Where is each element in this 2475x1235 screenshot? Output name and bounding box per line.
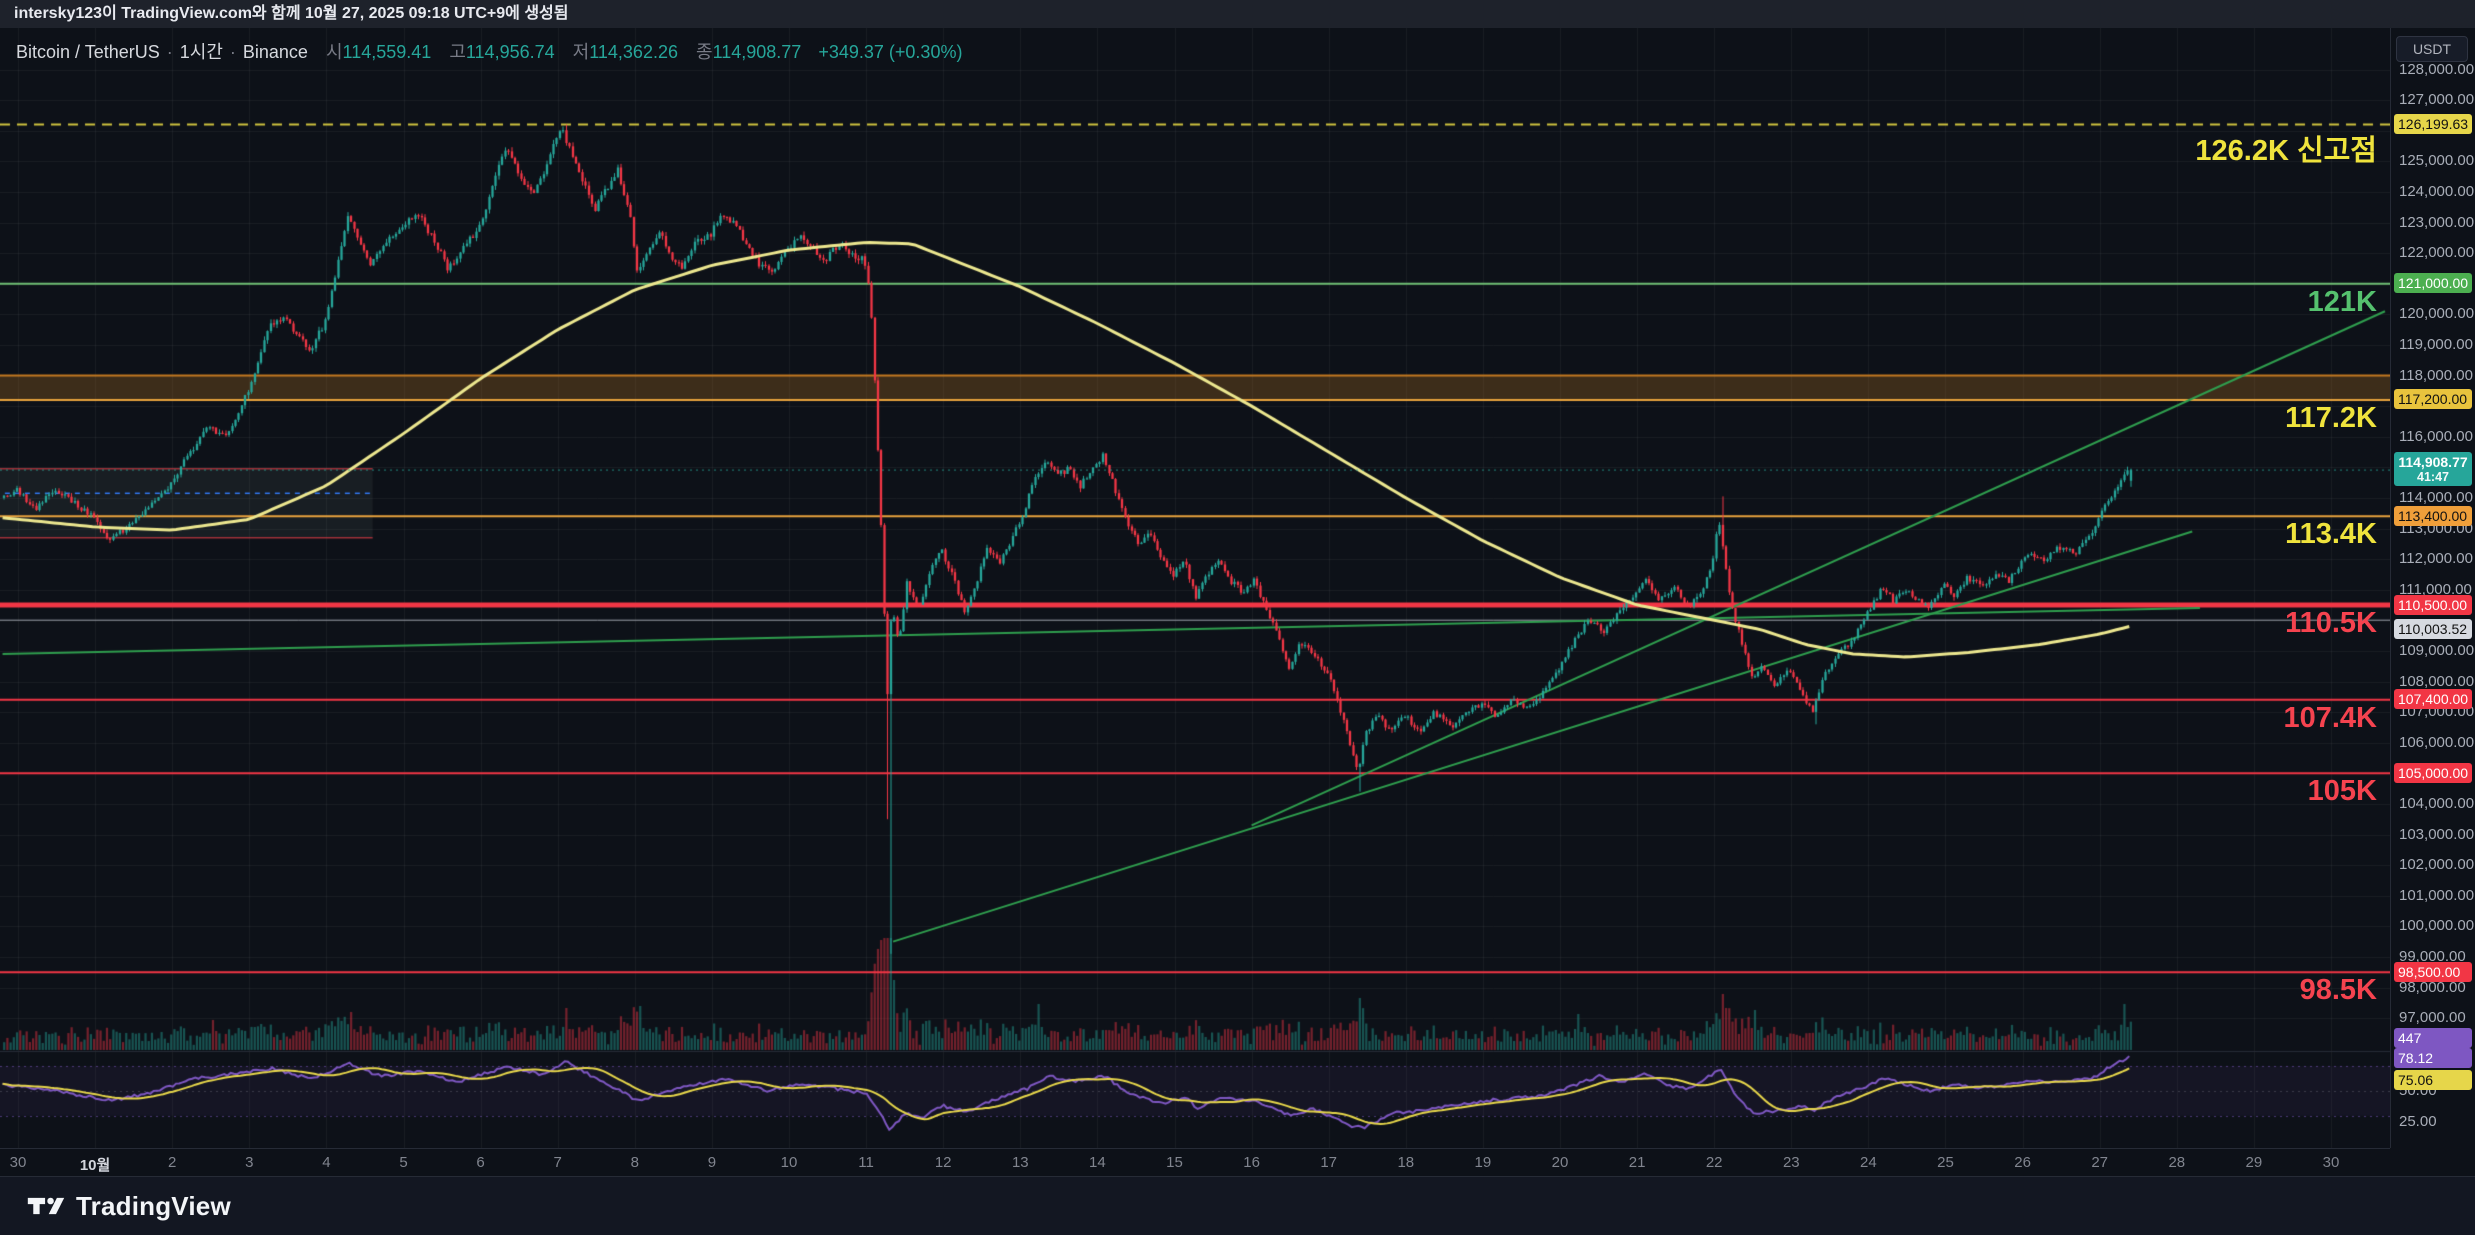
interval-label[interactable]: 1시간: [179, 42, 223, 62]
footer-bar: TradingView: [0, 1176, 2475, 1235]
price-axis-label: 114,000.00: [2399, 488, 2473, 506]
price-chart-canvas[interactable]: [0, 28, 2390, 1148]
change-value: +349.37 (+0.30%): [818, 42, 963, 62]
time-axis-label: 3: [245, 1154, 254, 1171]
price-axis-label: 98,000.00: [2399, 978, 2466, 996]
tradingview-wordmark: TradingView: [76, 1190, 231, 1221]
price-axis-label: 111,000.00: [2399, 580, 2472, 598]
time-axis-label: 17: [1320, 1154, 1338, 1171]
close-label: 종: [696, 42, 713, 62]
price-level-badge: 105,000.00: [2394, 762, 2472, 783]
attribution-bar: intersky123이 TradingView.com와 함께 10월 27,…: [0, 0, 2475, 28]
price-axis[interactable]: USDT 128,000.00 127,000.00 125,000.00 124,0…: [2390, 28, 2475, 1148]
time-axis-label: 6: [476, 1154, 485, 1171]
price-axis-label: 127,000.00: [2399, 91, 2475, 109]
legend-separator: ·: [229, 42, 236, 62]
price-axis-label: 125,000.00: [2399, 152, 2475, 170]
time-axis-label: 18: [1397, 1154, 1415, 1171]
price-axis-label: 103,000.00: [2399, 825, 2475, 843]
time-axis-label: 25: [1937, 1154, 1954, 1171]
time-axis-label: 26: [2014, 1154, 2031, 1171]
price-level-badge: 78.12: [2394, 1047, 2472, 1068]
high-label: 고: [449, 42, 466, 62]
attribution-text: intersky123이 TradingView.com와 함께 10월 27,…: [14, 5, 569, 22]
time-axis-label: 27: [2091, 1154, 2109, 1171]
indicator-axis-label: 25.00: [2399, 1113, 2437, 1130]
price-axis-label: 97,000.00: [2399, 1009, 2466, 1027]
time-axis-label: 11: [858, 1154, 874, 1171]
time-axis-label: 5: [399, 1154, 408, 1171]
time-axis-label: 20: [1551, 1154, 1569, 1171]
price-level-badge: 126,199.63: [2394, 114, 2472, 135]
time-axis-label: 7: [553, 1154, 562, 1171]
time-axis-label: 21: [1628, 1154, 1646, 1171]
countdown-timer: 41:47: [2417, 470, 2449, 485]
time-axis-label: 23: [1782, 1154, 1800, 1171]
high-value: 114,956.74: [465, 42, 555, 62]
price-axis-label: 116,000.00: [2399, 427, 2473, 445]
time-axis-label: 14: [1089, 1154, 1106, 1171]
price-axis-label: 108,000.00: [2399, 672, 2475, 690]
price-level-badge: 110,500.00: [2394, 594, 2472, 615]
symbol-legend: Bitcoin / TetherUS · 1시간 · Binance 시114,559.…: [16, 38, 962, 64]
exchange-label[interactable]: Binance: [242, 42, 308, 62]
time-axis-label: 9: [707, 1154, 717, 1171]
time-axis-label: 16: [1243, 1154, 1260, 1171]
time-axis-label: 29: [2245, 1154, 2263, 1171]
price-axis-label: 101,000.00: [2399, 886, 2475, 904]
low-value: 114,362.26: [589, 42, 678, 62]
price-axis-label: 122,000.00: [2399, 244, 2475, 262]
close-value: 114,908.77: [712, 42, 802, 62]
price-level-badge: 75.06: [2394, 1069, 2472, 1090]
tradingview-logo[interactable]: TradingView: [26, 1191, 231, 1222]
price-axis-label: 100,000.00: [2399, 917, 2475, 935]
open-label: 시: [325, 42, 343, 62]
time-axis[interactable]: 30 10월 2 3 4 5 6 7 8 9 10 11 12 13 14 15 16 17 18 19 20 21 22 2…: [0, 1148, 2390, 1176]
time-axis-label: 10월: [79, 1157, 111, 1174]
time-axis-label: 24: [1860, 1154, 1877, 1171]
time-axis-label: 12: [934, 1154, 952, 1171]
price-axis-label: 102,000.00: [2399, 856, 2475, 874]
time-axis-label: 22: [1705, 1154, 1723, 1171]
price-axis-label: 124,000.00: [2399, 182, 2475, 200]
price-axis-label: 123,000.00: [2399, 213, 2475, 231]
price-axis-label: 99,000.00: [2399, 947, 2466, 965]
tradingview-logo-icon: [27, 1197, 65, 1215]
price-axis-label: 118,000.00: [2399, 366, 2473, 384]
price-level-badge: 98,500.00: [2394, 961, 2472, 982]
price-level-badge: 117,200.00: [2394, 389, 2472, 410]
legend-separator: ·: [166, 42, 173, 62]
low-label: 저: [572, 42, 590, 62]
time-axis-label: 10: [780, 1154, 798, 1171]
current-price-badge: 114,908.77 41:47: [2394, 452, 2472, 487]
time-axis-label: 15: [1166, 1154, 1183, 1171]
time-axis-label: 13: [1011, 1154, 1029, 1171]
price-axis-label: 119,000.00: [2399, 335, 2473, 353]
price-axis-label: 128,000.00: [2399, 60, 2475, 78]
price-axis-label: 106,000.00: [2399, 733, 2475, 751]
price-axis-label: 104,000.00: [2399, 794, 2475, 812]
time-axis-label: 4: [322, 1154, 331, 1171]
price-level-badge: 110,003.52: [2394, 618, 2472, 639]
price-level-badge: 121,000.00: [2394, 273, 2472, 294]
time-axis-label: 8: [630, 1154, 639, 1171]
price-axis-label: 112,000.00: [2399, 550, 2473, 568]
price-level-badge: 447: [2394, 1027, 2472, 1048]
open-value: 114,559.41: [342, 42, 432, 62]
time-axis-label: 28: [2168, 1154, 2186, 1171]
currency-toggle[interactable]: USDT: [2396, 36, 2468, 62]
time-axis-label: 30: [2322, 1154, 2340, 1171]
price-level-badge: 113,400.00: [2394, 505, 2472, 526]
price-level-badge: 107,400.00: [2394, 689, 2472, 710]
symbol-title[interactable]: Bitcoin / TetherUS: [16, 42, 160, 62]
time-axis-label: 19: [1474, 1154, 1492, 1171]
price-axis-label: 120,000.00: [2399, 305, 2475, 323]
price-axis-label: 109,000.00: [2399, 641, 2475, 659]
time-axis-label: 2: [168, 1154, 177, 1171]
time-axis-label: 30: [9, 1154, 27, 1171]
